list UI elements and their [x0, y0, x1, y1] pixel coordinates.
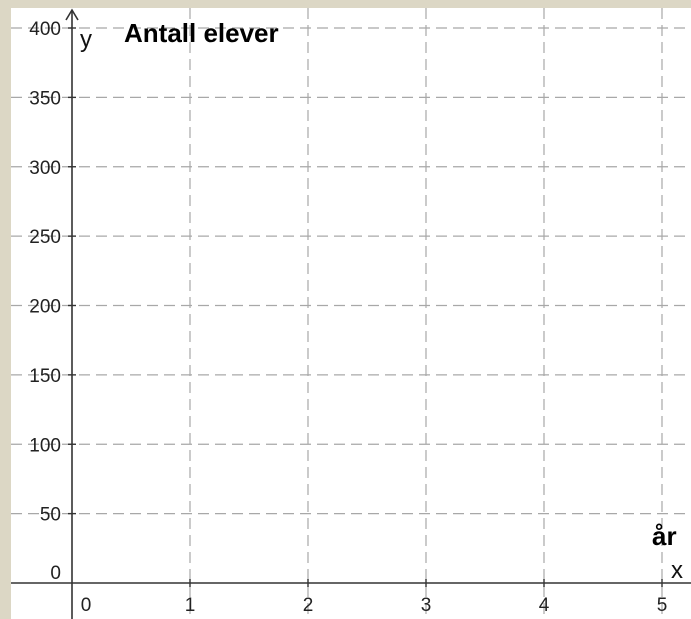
x-tick-label: 5: [657, 595, 668, 616]
x-tick-label: 1: [185, 595, 196, 616]
y-tick-label: 350: [29, 88, 61, 109]
x-tick-label: 2: [303, 595, 314, 616]
y-tick-label: 300: [29, 158, 61, 179]
plot-area: [11, 8, 691, 619]
y-tick-label: 0: [50, 563, 61, 584]
y-tick-label: 200: [29, 297, 61, 318]
x-tick-label: 4: [539, 595, 550, 616]
y-tick-label: 400: [29, 19, 61, 40]
y-tick-label: 100: [29, 435, 61, 456]
y-axis-letter: y: [80, 26, 92, 53]
chart-title: Antall elever: [124, 18, 279, 48]
x-axis-label: år: [652, 521, 677, 551]
y-tick-label: 150: [29, 366, 61, 387]
x-tick-label: 0: [81, 595, 92, 616]
y-axis-arrow: [65, 8, 79, 21]
gridlines: [11, 8, 691, 619]
y-tick-label: 50: [40, 505, 61, 526]
axes: [11, 8, 691, 619]
x-tick-label: 3: [421, 595, 432, 616]
y-tick-label: 250: [29, 227, 61, 248]
x-axis-letter: x: [671, 557, 683, 584]
